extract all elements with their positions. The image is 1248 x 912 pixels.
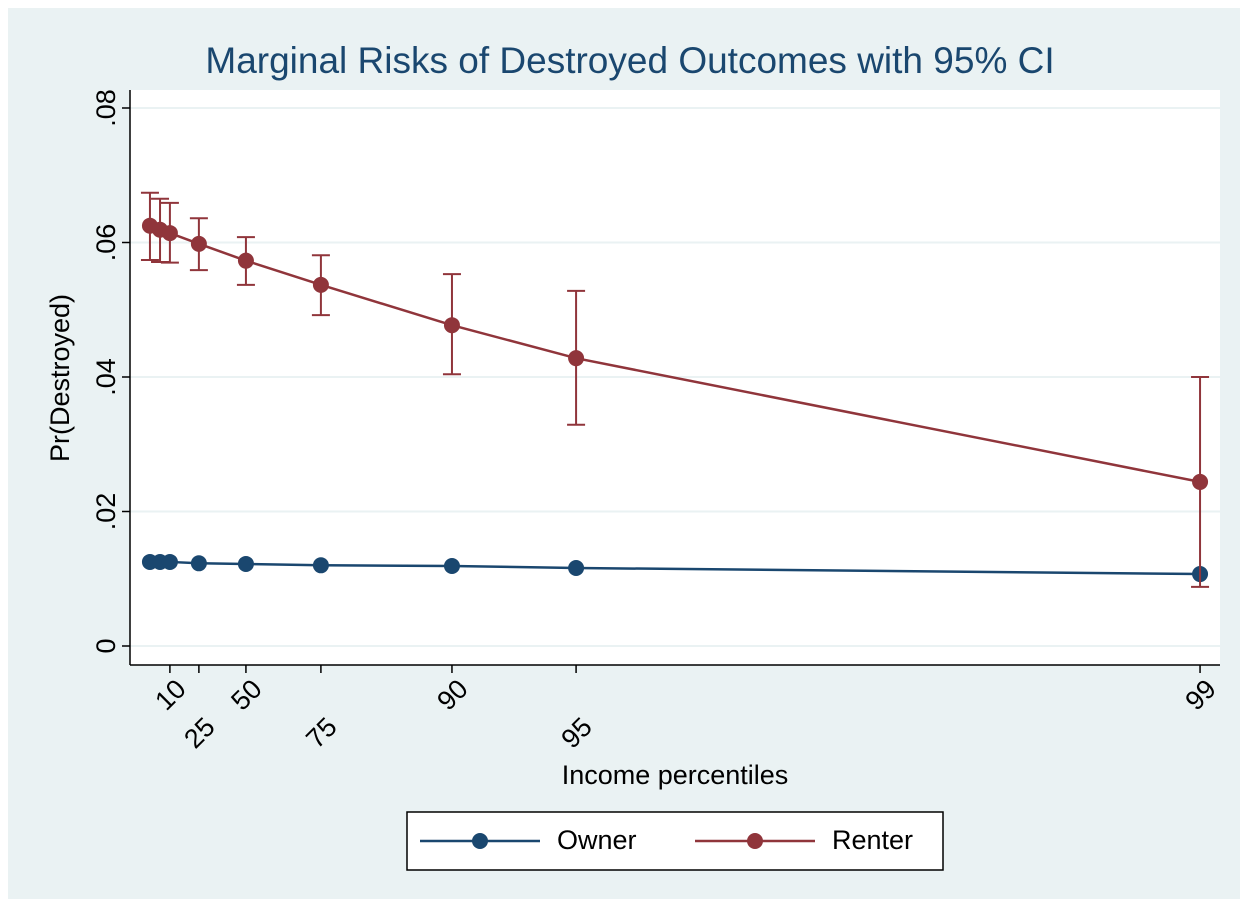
marker — [161, 553, 178, 570]
marker — [237, 252, 254, 269]
y-tick-label: .06 — [91, 224, 121, 262]
legend-marker — [472, 833, 488, 849]
marker — [443, 557, 460, 574]
y-tick-label: .02 — [91, 493, 121, 531]
y-tick-label: .08 — [91, 89, 121, 127]
marker — [190, 555, 207, 572]
marker — [443, 317, 460, 334]
marker — [312, 276, 329, 293]
y-tick-label: .04 — [91, 358, 121, 396]
marker — [1192, 473, 1209, 490]
marker — [161, 225, 178, 242]
marker — [312, 557, 329, 574]
y-tick-label: 0 — [91, 638, 121, 653]
marker — [568, 559, 585, 576]
x-axis-label: Income percentiles — [562, 760, 789, 790]
legend-label: Renter — [832, 825, 913, 855]
marker — [568, 350, 585, 367]
legend-marker — [747, 833, 763, 849]
marker — [190, 235, 207, 252]
chart-title: Marginal Risks of Destroyed Outcomes wit… — [205, 40, 1054, 81]
y-axis-label: Pr(Destroyed) — [45, 294, 75, 462]
legend-label: Owner — [557, 825, 637, 855]
marker — [237, 555, 254, 572]
